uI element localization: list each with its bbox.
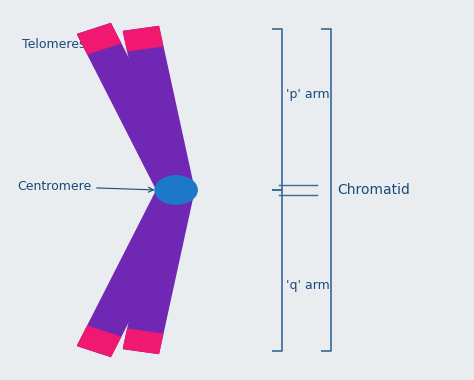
Text: 'q' arm: 'q' arm — [286, 279, 330, 292]
Polygon shape — [78, 185, 192, 356]
Polygon shape — [123, 188, 194, 353]
Polygon shape — [78, 326, 120, 356]
Polygon shape — [123, 329, 163, 353]
Polygon shape — [78, 24, 192, 195]
Polygon shape — [78, 24, 120, 54]
Text: 'p' arm: 'p' arm — [286, 88, 330, 101]
Text: Telomeres: Telomeres — [21, 38, 102, 51]
Polygon shape — [123, 27, 163, 51]
Text: Chromatid: Chromatid — [337, 183, 410, 197]
Polygon shape — [123, 27, 194, 192]
Ellipse shape — [155, 176, 197, 204]
Text: Centromere: Centromere — [17, 180, 154, 193]
